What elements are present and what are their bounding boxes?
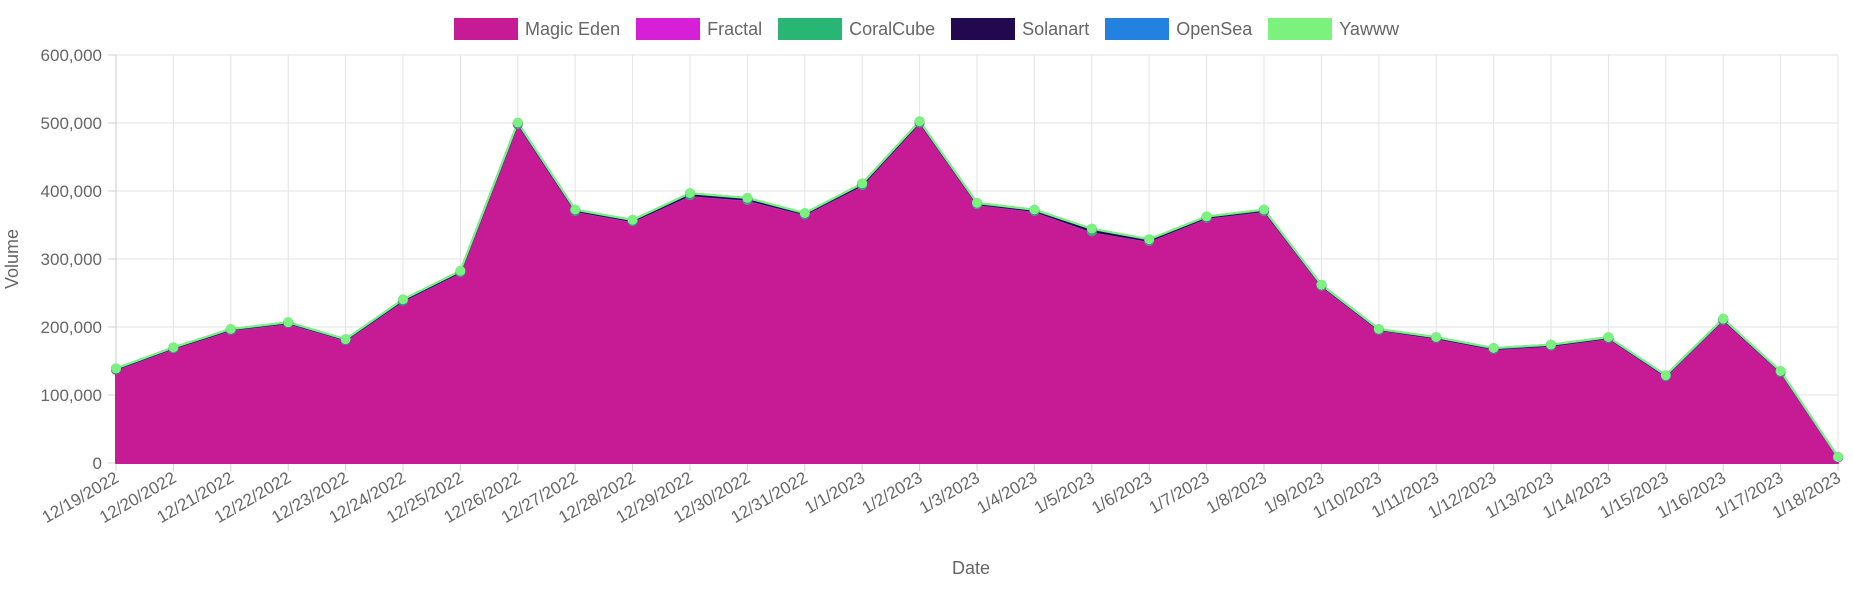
data-point	[1316, 279, 1327, 290]
data-point	[1718, 313, 1729, 324]
data-point	[1833, 451, 1843, 462]
y-tick-label: 100,000	[41, 386, 102, 405]
data-point	[799, 208, 810, 219]
legend-item[interactable]: CoralCube	[778, 18, 935, 40]
data-point	[225, 323, 236, 334]
legend-swatch	[1268, 18, 1333, 40]
legend-label: CoralCube	[849, 18, 936, 39]
x-tick-label: 1/5/2023	[1031, 468, 1098, 518]
legend-swatch	[636, 18, 701, 40]
legend-swatch	[778, 18, 843, 40]
x-tick-label: 1/2/2023	[859, 468, 926, 518]
data-point	[857, 178, 868, 189]
data-point	[340, 334, 351, 345]
data-point	[627, 214, 638, 225]
legend-item[interactable]: Yawww	[1268, 18, 1399, 40]
data-point	[972, 197, 982, 208]
legend-item[interactable]: Magic Eden	[454, 18, 620, 40]
data-point	[742, 192, 753, 203]
x-axis-title: Date	[952, 558, 990, 578]
data-point	[1144, 234, 1155, 245]
data-point	[1431, 332, 1442, 343]
legend-label: Magic Eden	[525, 18, 621, 39]
data-point	[1259, 204, 1269, 215]
data-point	[512, 117, 523, 128]
y-tick-label: 300,000	[41, 250, 102, 269]
data-point	[570, 204, 581, 215]
x-tick-label: 1/1/2023	[801, 468, 868, 518]
data-point	[283, 317, 294, 328]
data-point	[1660, 370, 1671, 381]
data-point	[1373, 323, 1384, 334]
legend-label: Solanart	[1022, 18, 1090, 39]
data-point	[685, 188, 695, 199]
legend-label: Fractal	[707, 18, 763, 39]
y-tick-label: 0	[93, 454, 102, 473]
y-tick-label: 400,000	[41, 182, 102, 201]
data-point	[111, 363, 121, 374]
legend-item[interactable]: OpenSea	[1105, 18, 1252, 40]
y-tick-label: 200,000	[41, 318, 102, 337]
data-point	[914, 116, 925, 127]
y-axis-title: Volume	[2, 229, 22, 289]
legend: Magic Eden Fractal CoralCube Solanart OpenSe…	[0, 18, 1853, 40]
x-tick-label: 1/8/2023	[1203, 468, 1270, 518]
legend-label: OpenSea	[1176, 18, 1253, 39]
legend-item[interactable]: Fractal	[636, 18, 762, 40]
data-point	[1201, 211, 1212, 222]
data-point	[1029, 204, 1040, 215]
y-tick-label: 500,000	[41, 114, 102, 133]
x-tick-label: 1/6/2023	[1088, 468, 1155, 518]
x-tick-label: 1/7/2023	[1146, 468, 1213, 518]
data-point	[398, 294, 408, 305]
data-point	[1086, 223, 1097, 234]
legend-swatch	[1105, 18, 1170, 40]
x-tick-label: 1/3/2023	[916, 468, 983, 518]
legend-swatch	[951, 18, 1016, 40]
x-tick-label: 1/4/2023	[974, 468, 1041, 518]
data-point	[1603, 332, 1614, 343]
data-point	[1488, 343, 1499, 354]
data-point	[1775, 366, 1786, 377]
legend-item[interactable]: Solanart	[951, 18, 1089, 40]
data-point	[1546, 339, 1556, 350]
y-tick-label: 600,000	[41, 46, 102, 65]
data-point	[455, 265, 466, 276]
legend-swatch	[454, 18, 519, 40]
legend-label: Yawww	[1339, 18, 1399, 39]
data-point	[168, 342, 179, 353]
